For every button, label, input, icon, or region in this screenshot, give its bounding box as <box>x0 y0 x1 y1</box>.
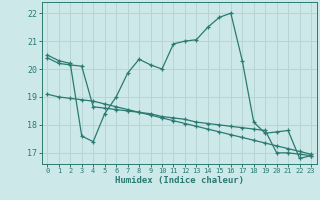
X-axis label: Humidex (Indice chaleur): Humidex (Indice chaleur) <box>115 176 244 185</box>
